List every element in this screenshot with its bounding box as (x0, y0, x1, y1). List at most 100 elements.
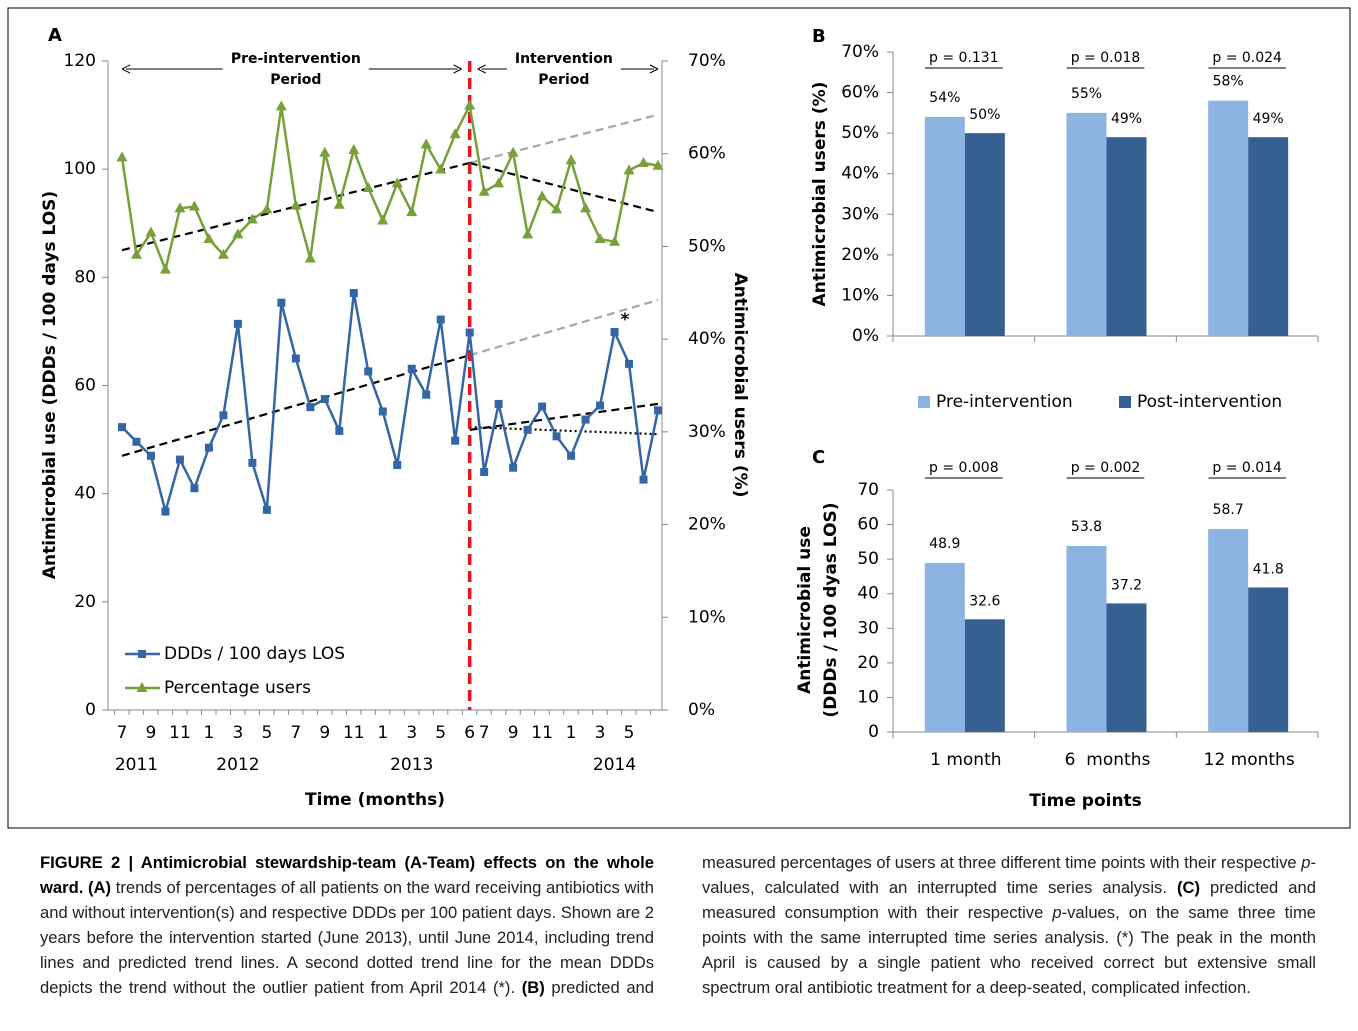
y-tick-label: 80 (74, 267, 96, 287)
data-point (406, 206, 418, 217)
y-tick-label: 20 (857, 653, 879, 673)
x-tick-label: 11 (531, 723, 553, 743)
bar (964, 133, 1005, 336)
y-tick-label: 30 (857, 618, 879, 638)
x-tick-label: 6 (464, 723, 475, 743)
x-tick-label: 3 (406, 723, 417, 743)
y-tick-label: 120 (64, 51, 96, 71)
data-point (594, 233, 606, 244)
data-point (480, 468, 489, 477)
y-tick-label: 40 (74, 484, 96, 504)
y-axis-title: Antimicrobial use (795, 526, 815, 694)
data-point (654, 406, 662, 415)
x-tick-label: 3 (595, 723, 606, 743)
data-point (596, 401, 605, 410)
x-tick-label: 9 (319, 723, 330, 743)
y2-tick-label: 70% (688, 51, 726, 71)
data-point (625, 359, 634, 368)
data-point (581, 415, 590, 424)
data-point (538, 402, 547, 411)
arrow-head (649, 64, 659, 74)
bar (1208, 100, 1249, 336)
data-point (638, 156, 650, 167)
data-point (277, 298, 286, 307)
y-tick-label: 60% (841, 83, 879, 103)
y-tick-label: 70% (841, 42, 879, 62)
x-tick-label: 11 (169, 723, 191, 743)
y-tick-label: 50% (841, 123, 879, 143)
legend-swatch (1119, 396, 1131, 408)
bar (1106, 137, 1147, 336)
y-tick-label: 0 (85, 700, 96, 720)
data-point (159, 263, 171, 274)
y-tick-label: 50 (857, 549, 879, 569)
data-point (174, 202, 186, 213)
series-line (120, 101, 659, 274)
data-point (420, 138, 432, 149)
annotation: * (621, 310, 630, 330)
data-point (204, 443, 213, 452)
value-label: 49% (1111, 111, 1142, 127)
caption-text: FIGURE 2 | Antimicrobial stewardship-tea… (40, 853, 654, 897)
data-point (261, 203, 273, 214)
data-point (203, 233, 215, 244)
data-point (364, 367, 373, 376)
data-point (451, 436, 460, 445)
figure: A0204060801001200%10%20%30%40%50%60%70%7… (7, 7, 1351, 829)
data-point (118, 423, 126, 432)
x-tick-label: 6 months (1065, 750, 1151, 770)
trend-line (469, 113, 659, 165)
y-tick-label: 0% (852, 326, 879, 346)
caption-text: predicted and measured percentages of us… (544, 853, 1302, 997)
y2-axis-title: Antimicrobial users (%) (730, 273, 750, 498)
arrow-head (121, 64, 131, 74)
data-point (233, 319, 242, 328)
data-point (175, 455, 184, 464)
series-line (121, 292, 660, 517)
data-point (348, 144, 360, 155)
data-point (335, 426, 344, 435)
data-point (132, 437, 141, 446)
caption-text: predicted and measured consumption with … (702, 878, 1316, 922)
x-tick-label: 5 (624, 723, 635, 743)
value-label: 54% (929, 90, 960, 106)
data-point (378, 407, 387, 416)
data-point (652, 159, 664, 170)
caption-text: -values, on the same three time points w… (702, 903, 1316, 997)
data-point (248, 458, 257, 467)
value-label: 53.8 (1071, 519, 1102, 535)
y-tick-label: 10% (841, 285, 879, 305)
data-point (393, 461, 402, 470)
x-tick-label: 5 (261, 723, 272, 743)
y-axis-title: Antimicrobial use (DDDs / 100 days LOS) (40, 191, 60, 579)
data-point (435, 163, 447, 174)
y-tick-label: 70 (857, 480, 879, 500)
trend-line (469, 402, 659, 431)
data-point (422, 390, 431, 399)
data-point (130, 248, 142, 259)
x-tick-label: 7 (290, 723, 301, 743)
y2-tick-label: 0% (688, 700, 715, 720)
data-point (290, 199, 302, 210)
data-point (407, 364, 416, 373)
data-point (275, 100, 287, 111)
y-tick-label: 60 (857, 515, 879, 535)
value-label: 48.9 (929, 536, 960, 552)
data-point (639, 475, 648, 484)
data-point (567, 451, 576, 460)
p-value: p = 0.014 (1212, 460, 1282, 476)
bar (964, 619, 1005, 732)
data-point (552, 432, 561, 441)
y2-tick-label: 20% (688, 515, 726, 535)
value-label: 58% (1213, 74, 1244, 90)
x-tick-label: 1 (204, 723, 215, 743)
value-label: 32.6 (969, 593, 1000, 609)
data-point (551, 203, 563, 214)
y-tick-label: 40% (841, 164, 879, 184)
y-axis-title: (DDDs / 100 dyas LOS) (821, 502, 841, 717)
data-point (509, 463, 518, 472)
data-point (522, 228, 534, 239)
p-value: p = 0.131 (929, 50, 999, 66)
y-tick-label: 30% (841, 204, 879, 224)
x-axis-title: Time (months) (305, 790, 445, 810)
